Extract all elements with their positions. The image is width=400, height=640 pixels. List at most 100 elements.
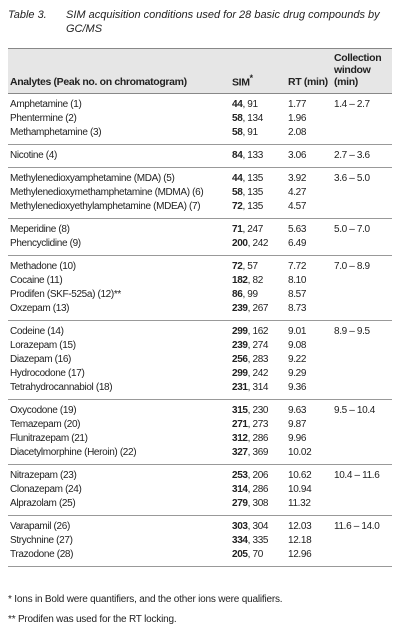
quantifier-ion: 84 <box>232 150 243 161</box>
window-cell: 7.0 – 8.9 <box>334 261 370 272</box>
window-cell: 3.6 – 5.0 <box>334 173 370 184</box>
rt-cell: 10.02 <box>286 446 332 465</box>
quantifier-ion: 44 <box>232 99 243 110</box>
window-cell: 11.6 – 14.0 <box>334 521 380 532</box>
qualifier-ion: , 286 <box>247 433 269 444</box>
analyte-cell: Clonazepam (24) <box>10 484 82 495</box>
sim-cell: 315, 230 <box>230 400 286 419</box>
quantifier-ion: 334 <box>232 535 248 546</box>
table-row: Methylenedioxyethylamphetamine (MDEA) (7… <box>8 200 392 219</box>
qualifier-ion: , 134 <box>242 113 263 124</box>
table-row: Varapamil (26) 303, 304 12.03 11.6 – 14.0 <box>8 516 392 535</box>
quantifier-ion: 72 <box>232 201 243 212</box>
quantifier-ion: 58 <box>232 113 243 124</box>
rt-cell: 9.87 <box>288 419 307 430</box>
header-cell: RT (min) <box>286 48 332 94</box>
table-row: Nitrazepam (23) 253, 206 10.62 10.4 – 11.6 <box>8 465 392 484</box>
header-cell: Collection window (min) <box>332 48 392 94</box>
rt-cell: 1.96 <box>288 113 307 124</box>
sim-cell: 58, 134 <box>230 112 286 126</box>
analyte-cell: Diazepam (16) <box>10 354 72 365</box>
rt-cell: 9.08 <box>288 340 307 351</box>
analyte-cell: Trazodone (28) <box>8 548 230 567</box>
table-row: Phentermine (2) 58, 134 1.96 <box>8 112 392 126</box>
qualifier-ion: , 273 <box>247 419 269 430</box>
quantifier-ion: 253 <box>232 470 248 481</box>
analyte-cell: Methylenedioxymethamphetamine (MDMA) (6) <box>10 187 204 198</box>
rt-cell: 3.92 <box>288 173 307 184</box>
qualifier-ion: , 242 <box>247 238 269 249</box>
table-row: Alprazolam (25) 279, 308 11.32 <box>8 497 392 516</box>
empty-cell <box>332 274 392 288</box>
footnote: ** Prodifen was used for the RT locking. <box>8 614 177 625</box>
quantifier-ion: 239 <box>232 340 248 351</box>
quantifier-ion: 231 <box>232 382 248 393</box>
rt-cell: 8.73 <box>286 302 332 321</box>
qualifier-ion: , 82 <box>247 275 264 286</box>
rt-cell: 9.36 <box>286 381 332 400</box>
footnote: * Ions in Bold were quantifiers, and the… <box>8 594 283 605</box>
sim-cell: 303, 304 <box>230 516 286 535</box>
empty-cell <box>332 237 392 256</box>
empty-cell <box>332 548 392 567</box>
qualifier-ion: , 267 <box>247 303 269 314</box>
table-header: Analytes (Peak no. on chromatogram) SIM*… <box>8 48 392 94</box>
analyte-cell: Methylenedioxyethylamphetamine (MDEA) (7… <box>8 200 230 219</box>
rt-cell: 3.06 <box>286 144 332 168</box>
table-row: Lorazepam (15) 239, 274 9.08 <box>8 339 392 353</box>
sim-cell: 44, 91 <box>230 94 286 113</box>
empty-cell <box>332 339 392 353</box>
sim-cell: 327, 369 <box>230 446 286 465</box>
analyte-cell: Nicotine (4) <box>8 144 230 168</box>
header-text: SIM <box>232 76 250 88</box>
table-row: Nicotine (4) 84, 133 3.06 2.7 – 3.6 <box>8 144 392 168</box>
rt-cell: 6.49 <box>286 237 332 256</box>
table-row: Diacetylmorphine (Heroin) (22) 327, 369 10… <box>8 446 392 465</box>
quantifier-ion: 205 <box>232 549 248 560</box>
qualifier-ion: , 135 <box>242 187 263 198</box>
analyte-cell: Prodifen (SKF-525a) (12)** <box>10 289 121 300</box>
qualifier-ion: , 91 <box>242 99 258 110</box>
sim-cell: 279, 308 <box>230 497 286 516</box>
sim-cell: 200, 242 <box>230 237 286 256</box>
table-row: Trazodone (28) 205, 70 12.96 <box>8 548 392 567</box>
qualifier-ion: , 304 <box>247 521 269 532</box>
empty-cell <box>332 288 392 302</box>
quantifier-ion: 58 <box>232 127 243 138</box>
analyte-cell: Varapamil (26) <box>10 521 70 532</box>
header-row: Analytes (Peak no. on chromatogram) SIM*… <box>8 48 392 94</box>
qualifier-ion: , 247 <box>242 224 263 235</box>
empty-cell <box>332 112 392 126</box>
qualifier-ion: , 274 <box>247 340 269 351</box>
analyte-cell: Methadone (10) <box>10 261 76 272</box>
qualifier-ion: , 162 <box>247 326 269 337</box>
analyte-cell: Codeine (14) <box>10 326 64 337</box>
sim-cell: 44, 135 <box>230 168 286 187</box>
table-row: Methylenedioxymethamphetamine (MDMA) (6)… <box>8 186 392 200</box>
table-row: Tetrahydrocannabiol (18) 231, 314 9.36 <box>8 381 392 400</box>
qualifier-ion: , 135 <box>242 173 263 184</box>
table-row: Methadone (10) 72, 57 7.72 7.0 – 8.9 <box>8 256 392 275</box>
rt-cell: 9.01 <box>288 326 307 337</box>
table-row: Strychnine (27) 334, 335 12.18 <box>8 534 392 548</box>
sim-cell: 72, 135 <box>230 200 286 219</box>
sim-cell: 205, 70 <box>230 548 286 567</box>
qualifier-ion: , 242 <box>247 368 269 379</box>
analyte-cell: Oxzepam (13) <box>8 302 230 321</box>
caption: Table 3. SIM acquisition conditions used… <box>8 8 392 36</box>
empty-cell <box>332 126 392 145</box>
rt-cell: 10.62 <box>288 470 312 481</box>
analyte-cell: Methamphetamine (3) <box>8 126 230 145</box>
sim-cell: 314, 286 <box>230 483 286 497</box>
empty-cell <box>332 432 392 446</box>
rt-cell: 10.94 <box>288 484 312 495</box>
header-cell: Analytes (Peak no. on chromatogram) <box>8 48 230 94</box>
table-row: Diazepam (16) 256, 283 9.22 <box>8 353 392 367</box>
qualifier-ion: , 57 <box>242 261 258 272</box>
analyte-cell: Strychnine (27) <box>10 535 73 546</box>
rt-cell: 12.96 <box>286 548 332 567</box>
table-row: Methylenedioxyamphetamine (MDA) (5) 44, 1… <box>8 168 392 187</box>
qualifier-ion: , 308 <box>247 498 269 509</box>
rt-cell: 12.18 <box>288 535 312 546</box>
sim-cell: 72, 57 <box>230 256 286 275</box>
